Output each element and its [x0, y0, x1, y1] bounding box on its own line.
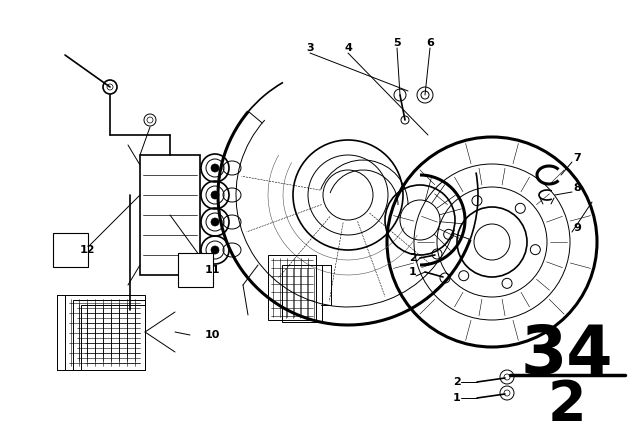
- Circle shape: [211, 164, 219, 172]
- Text: 12: 12: [79, 245, 95, 255]
- Text: 11: 11: [204, 265, 220, 275]
- Bar: [73, 300, 145, 370]
- Circle shape: [211, 246, 219, 254]
- Text: 1: 1: [409, 267, 417, 277]
- Text: 4: 4: [344, 43, 352, 53]
- Circle shape: [211, 191, 219, 199]
- Bar: [140, 155, 200, 275]
- Bar: [65, 295, 145, 370]
- Bar: [268, 255, 316, 320]
- Text: 6: 6: [426, 38, 434, 48]
- Text: 3: 3: [306, 43, 314, 53]
- Text: 8: 8: [573, 183, 581, 193]
- Bar: [81, 305, 145, 370]
- Text: 2: 2: [453, 377, 461, 387]
- Text: 2: 2: [409, 253, 417, 263]
- Text: 7: 7: [573, 153, 581, 163]
- Text: 5: 5: [393, 38, 401, 48]
- Text: 34: 34: [521, 322, 613, 388]
- Text: 1: 1: [453, 393, 461, 403]
- Text: 2: 2: [548, 378, 586, 432]
- Text: 10: 10: [205, 330, 220, 340]
- Circle shape: [211, 218, 219, 226]
- Bar: [282, 265, 322, 322]
- Text: 9: 9: [573, 223, 581, 233]
